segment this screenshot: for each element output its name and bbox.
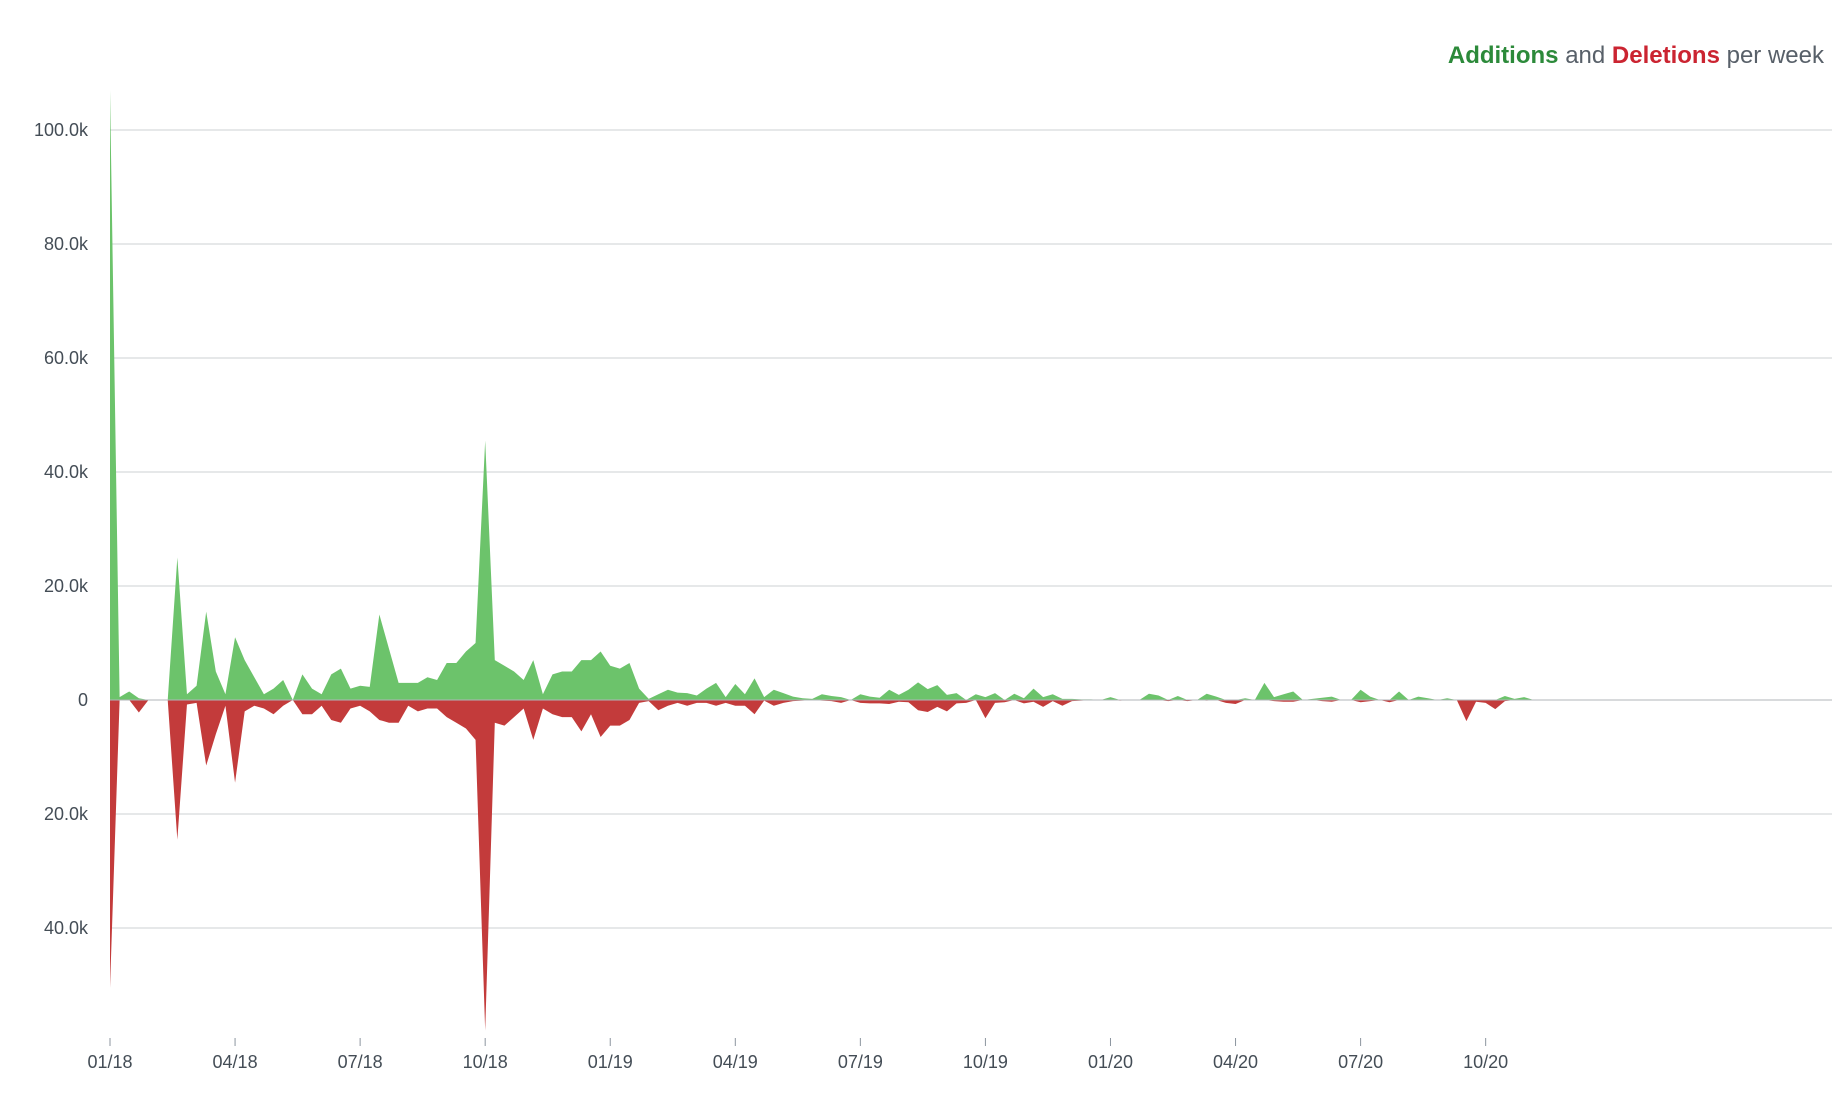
x-tick-label: 10/20 bbox=[1463, 1052, 1508, 1072]
grid-lines bbox=[110, 129, 1832, 929]
chart-legend: Additions and Deletions per week bbox=[1448, 42, 1824, 70]
y-tick-label: 60.0k bbox=[44, 348, 89, 368]
x-tick-label: 07/19 bbox=[838, 1052, 883, 1072]
x-tick-label: 01/20 bbox=[1088, 1052, 1133, 1072]
x-tick-label: 01/18 bbox=[87, 1052, 132, 1072]
area-series bbox=[110, 90, 1544, 1031]
legend-deletions: Deletions bbox=[1611, 42, 1720, 69]
y-tick-label: 100.0k bbox=[34, 120, 89, 140]
x-tick-label: 04/19 bbox=[713, 1052, 758, 1072]
legend-suffix: per week bbox=[1726, 42, 1824, 69]
area-deletions bbox=[110, 700, 1515, 1031]
y-axis-ticks: 100.0k 80.0k 60.0k 40.0k 20.0k 0 20.0k 40.0k bbox=[34, 120, 89, 938]
x-tick-label: 10/19 bbox=[963, 1052, 1008, 1072]
area-additions bbox=[110, 90, 1544, 701]
y-tick-label: 20.0k bbox=[44, 576, 89, 596]
x-axis-ticks: 01/18 04/18 07/18 10/18 01/19 04/19 07/19 10/19… bbox=[87, 1038, 1508, 1072]
y-tick-label: 20.0k bbox=[44, 804, 89, 824]
x-tick-label: 04/20 bbox=[1213, 1052, 1258, 1072]
y-tick-label: 40.0k bbox=[44, 462, 89, 482]
legend-and: and bbox=[1565, 42, 1606, 69]
x-tick-label: 07/18 bbox=[338, 1052, 383, 1072]
x-tick-label: 07/20 bbox=[1338, 1052, 1383, 1072]
x-tick-label: 01/19 bbox=[588, 1052, 633, 1072]
y-tick-label: 40.0k bbox=[44, 918, 89, 938]
x-tick-label: 10/18 bbox=[463, 1052, 508, 1072]
x-tick-label: 04/18 bbox=[213, 1052, 258, 1072]
y-tick-label: 0 bbox=[78, 690, 88, 710]
legend-additions: Additions bbox=[1447, 42, 1559, 69]
y-tick-label: 80.0k bbox=[44, 234, 89, 254]
